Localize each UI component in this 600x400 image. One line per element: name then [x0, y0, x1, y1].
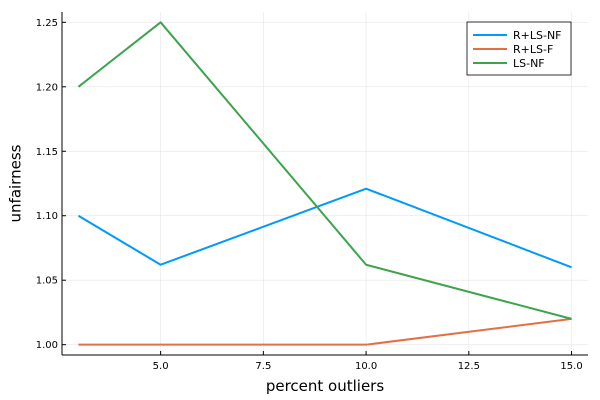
y-tick-label: 1.00: [36, 340, 58, 351]
axes: [61, 12, 588, 356]
series-lines: [77, 21, 572, 346]
x-tick-label: 7.5: [255, 361, 271, 372]
x-tick-label: 10.0: [355, 361, 377, 372]
series-line-ls-nf: [77, 21, 572, 320]
x-tick-label: 15.0: [560, 361, 582, 372]
series-line-r-ls-nf: [77, 187, 572, 269]
series-line-r-ls-f: [78, 317, 572, 346]
legend-label: R+LS-F: [513, 43, 553, 56]
y-tick-label: 1.10: [36, 211, 58, 222]
legend: R+LS-NFR+LS-FLS-NF: [466, 21, 572, 76]
y-axis-title: unfairness: [7, 144, 25, 222]
legend-label: LS-NF: [513, 57, 545, 70]
y-tick-label: 1.25: [36, 18, 58, 29]
legend-label: R+LS-NF: [513, 29, 562, 42]
x-axis-title: percent outliers: [266, 377, 385, 395]
y-tick-labels: 1.00 1.05 1.10 1.15 1.20 1.25: [36, 18, 58, 351]
x-tick-labels: 5.0 7.5 10.0 12.5 15.0: [153, 361, 583, 372]
y-tick-label: 1.05: [36, 276, 58, 287]
x-tick-label: 5.0: [153, 361, 169, 372]
y-tick-label: 1.15: [36, 147, 58, 158]
x-tick-label: 12.5: [458, 361, 480, 372]
y-tick-label: 1.20: [36, 82, 58, 93]
